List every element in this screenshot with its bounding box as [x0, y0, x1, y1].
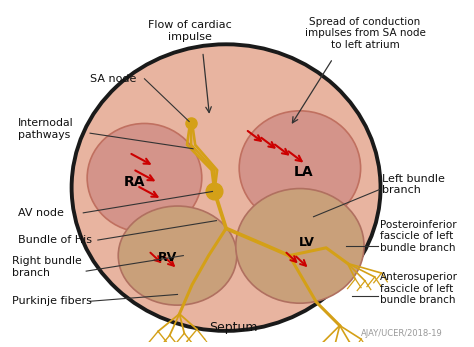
- Text: Flow of cardiac
impulse: Flow of cardiac impulse: [148, 20, 232, 42]
- Text: Left bundle
branch: Left bundle branch: [382, 174, 445, 195]
- Ellipse shape: [72, 44, 381, 331]
- Text: LV: LV: [299, 236, 315, 249]
- Ellipse shape: [236, 188, 364, 303]
- Text: Posteroinferior
fascicle of left
bundle branch: Posteroinferior fascicle of left bundle …: [380, 220, 456, 253]
- Ellipse shape: [118, 206, 237, 305]
- Text: SA node: SA node: [90, 74, 137, 84]
- Text: AJAY/UCER/2018-19: AJAY/UCER/2018-19: [361, 329, 443, 338]
- Text: LA: LA: [294, 165, 314, 179]
- Text: Bundle of His: Bundle of His: [18, 235, 92, 245]
- Text: RV: RV: [158, 251, 177, 264]
- Text: Internodal
pathways: Internodal pathways: [18, 118, 74, 140]
- Text: RA: RA: [124, 175, 146, 189]
- Ellipse shape: [87, 124, 202, 232]
- Text: AV node: AV node: [18, 208, 64, 218]
- Text: Right bundle
branch: Right bundle branch: [12, 256, 82, 278]
- Text: Septum: Septum: [210, 321, 258, 334]
- Text: Anterosuperior
fascicle of left
bundle branch: Anterosuperior fascicle of left bundle b…: [380, 272, 457, 305]
- Ellipse shape: [239, 111, 361, 226]
- Text: Purkinje fibers: Purkinje fibers: [12, 296, 92, 306]
- Text: Spread of conduction
impulses from SA node
to left atrium: Spread of conduction impulses from SA no…: [305, 17, 426, 50]
